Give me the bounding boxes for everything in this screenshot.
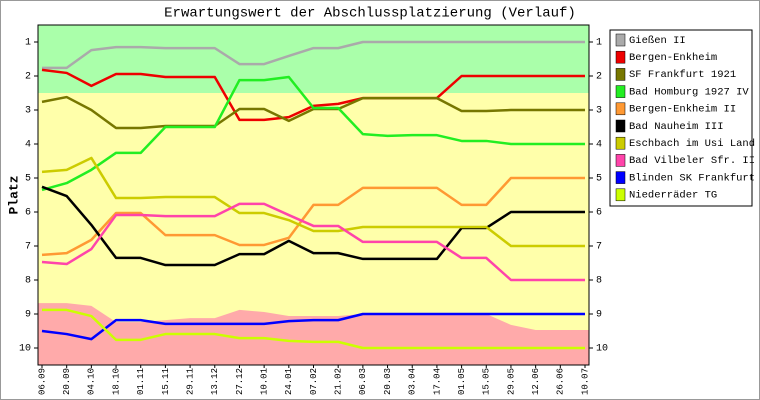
series-line — [42, 40, 585, 70]
x-tick-label: 15.11 — [161, 368, 171, 395]
series-line — [41, 176, 585, 257]
x-tick-label: 15.05 — [482, 368, 492, 395]
legend-label: Blinden SK Frankfurt — [629, 172, 755, 184]
chart-title: Erwartungswert der Abschlussplatzierung … — [164, 6, 576, 22]
x-tick-label: 10.01 — [260, 368, 270, 395]
legend-swatch — [615, 85, 626, 98]
series-line — [41, 75, 585, 192]
series-line — [41, 156, 585, 248]
x-tick-label: 04.10 — [87, 368, 97, 395]
legend-swatch — [615, 119, 626, 133]
x-tick-label: 03.04 — [408, 368, 418, 395]
y-tick-label: 5 — [25, 174, 31, 185]
x-tick-label: 06.09 — [37, 368, 47, 395]
series-line — [42, 308, 585, 350]
series-line — [41, 185, 585, 267]
legend-swatch — [615, 102, 626, 116]
legend-label: SF Frankfurt 1921 — [629, 69, 736, 81]
legend-swatch — [615, 68, 626, 81]
y2-tick-label: 6 — [596, 208, 602, 219]
x-tick-label: 18.10 — [111, 368, 121, 395]
x-tick-label: 21.02 — [334, 368, 344, 395]
x-tick-label: 20.03 — [383, 368, 393, 395]
legend-swatch — [615, 171, 626, 184]
legend-swatch — [615, 154, 626, 167]
x-tick-label: 29.11 — [185, 368, 195, 395]
x-tick-label: 24.01 — [284, 368, 294, 395]
y2-tick-label: 4 — [596, 140, 602, 151]
y2-tick-label: 9 — [596, 310, 602, 321]
y2-tick-label: 8 — [596, 276, 602, 287]
x-tick-label: 12.06 — [531, 368, 541, 395]
legend-label: Bergen-Enkheim II — [629, 104, 736, 116]
y2-tick-label: 5 — [596, 174, 602, 185]
x-tick-label: 13.12 — [210, 368, 220, 395]
x-tick-label: 10.07 — [580, 368, 590, 395]
x-tick-label: 17.04 — [432, 368, 442, 395]
x-tick-label: 01.05 — [457, 368, 467, 395]
series-line — [41, 202, 585, 282]
y2-tick-label: 2 — [596, 72, 602, 83]
x-tick-label: 26.06 — [556, 368, 566, 395]
legend-swatch — [615, 136, 626, 150]
y-tick-label: 10 — [19, 344, 31, 355]
legend-label: Eschbach im Usi Land — [629, 138, 755, 150]
legend-box — [609, 29, 753, 207]
y-tick-label: 8 — [25, 276, 31, 287]
y-tick-label: 9 — [25, 310, 31, 321]
x-tick-label: 01.11 — [136, 368, 146, 395]
y2-tick-label: 1 — [596, 38, 602, 49]
x-tick-label: 06.03 — [358, 368, 368, 395]
series-line — [41, 68, 585, 122]
upper-zone — [38, 25, 589, 93]
legend-swatch — [615, 33, 626, 47]
x-tick-label: 20.09 — [62, 368, 72, 395]
legend-label: Niederräder TG — [629, 190, 717, 202]
y2-tick-label: 10 — [596, 344, 608, 355]
y-tick-label: 4 — [25, 140, 31, 151]
legend-swatch — [615, 50, 626, 64]
y-axis-label: Platz — [6, 175, 21, 214]
legend-label: Bergen-Enkheim — [629, 52, 717, 64]
x-tick-label: 07.02 — [309, 368, 319, 395]
y-tick-label: 6 — [25, 208, 31, 219]
legend-label: Gießen II — [629, 35, 686, 47]
legend-label: Bad Nauheim III — [629, 121, 724, 133]
legend-swatch — [615, 188, 626, 202]
y2-tick-label: 3 — [596, 106, 602, 117]
y2-tick-label: 7 — [596, 242, 602, 253]
x-tick-label: 27.12 — [235, 368, 245, 395]
x-tick-label: 29.05 — [506, 368, 516, 395]
legend-label: Bad Homburg 1927 IV — [629, 86, 749, 98]
y-tick-label: 3 — [25, 106, 31, 117]
y-tick-label: 2 — [25, 72, 31, 83]
y-tick-label: 1 — [25, 38, 31, 49]
y-tick-label: 7 — [25, 242, 31, 253]
legend-label: Bad Vilbeler Sfr. II — [629, 155, 755, 167]
lower-zone — [38, 303, 589, 365]
series-line — [41, 312, 585, 341]
